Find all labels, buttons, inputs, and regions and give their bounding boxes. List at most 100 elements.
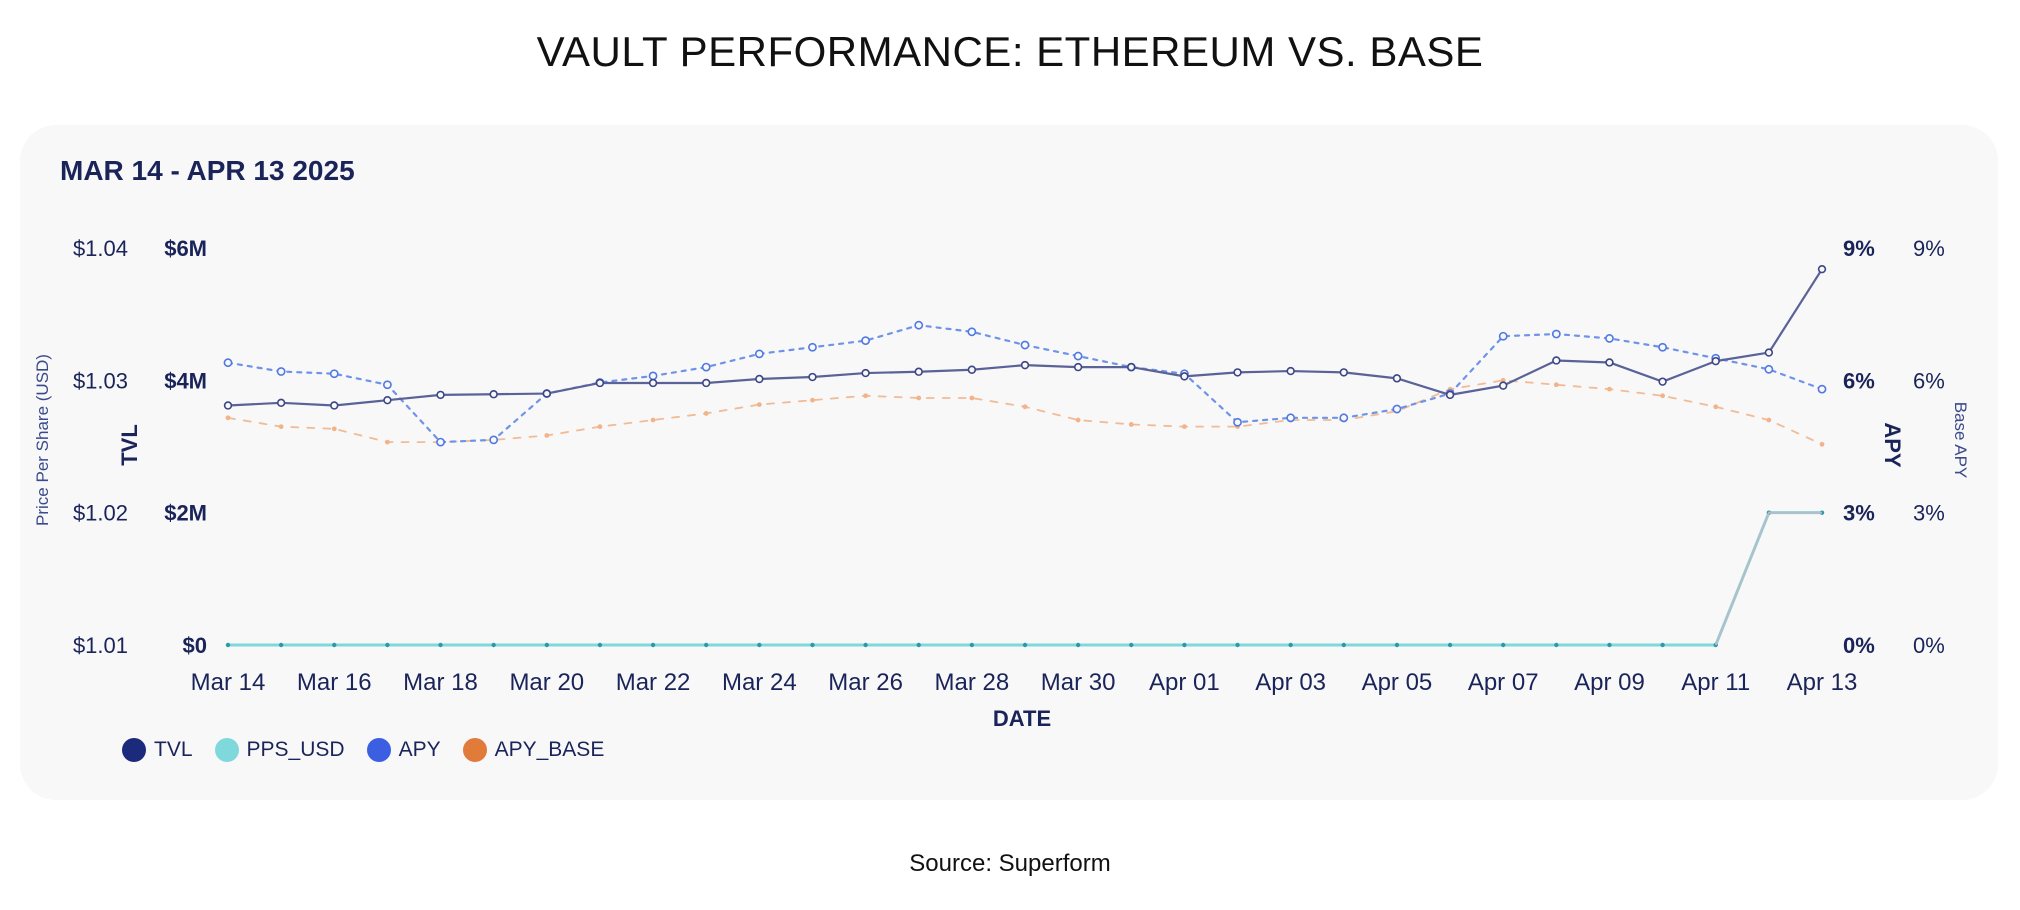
point-apy-base-8[interactable]	[650, 417, 656, 423]
point-apy-29[interactable]	[1764, 364, 1774, 374]
point-tvl-28[interactable]	[1711, 356, 1720, 366]
point-tvl-10[interactable]	[755, 374, 764, 384]
point-apy-4[interactable]	[436, 437, 445, 447]
point-apy-base-12[interactable]	[863, 393, 868, 399]
point-apy-base-30[interactable]	[1819, 441, 1825, 447]
point-tvl-19[interactable]	[1233, 368, 1242, 377]
legend-item-tvl[interactable]: TVL	[122, 738, 193, 762]
point-apy-19[interactable]	[1233, 417, 1242, 427]
point-pps-usd-10[interactable]	[757, 642, 762, 648]
point-apy-base-1[interactable]	[278, 424, 284, 430]
point-apy-base-28[interactable]	[1713, 404, 1719, 410]
point-apy-base-10[interactable]	[756, 402, 762, 407]
point-pps-usd-2[interactable]	[332, 642, 337, 648]
point-tvl-25[interactable]	[1552, 356, 1561, 365]
point-apy-11[interactable]	[808, 342, 817, 352]
point-pps-usd-5[interactable]	[491, 642, 496, 648]
point-pps-usd-14[interactable]	[969, 642, 975, 648]
point-pps-usd-25[interactable]	[1554, 642, 1559, 648]
point-pps-usd-7[interactable]	[597, 642, 603, 648]
point-tvl-1[interactable]	[276, 398, 286, 408]
point-tvl-16[interactable]	[1073, 362, 1083, 372]
point-tvl-26[interactable]	[1605, 358, 1614, 367]
point-apy-base-2[interactable]	[331, 426, 337, 432]
point-tvl-18[interactable]	[1180, 372, 1189, 381]
point-tvl-11[interactable]	[808, 372, 817, 382]
point-apy-base-15[interactable]	[1022, 404, 1028, 410]
point-tvl-5[interactable]	[489, 390, 498, 399]
point-tvl-29[interactable]	[1764, 348, 1774, 357]
point-apy-base-27[interactable]	[1660, 393, 1665, 399]
point-apy-0[interactable]	[223, 358, 233, 368]
point-apy-24[interactable]	[1498, 331, 1508, 341]
point-tvl-2[interactable]	[330, 401, 339, 410]
point-pps-usd-0[interactable]	[225, 642, 231, 648]
point-tvl-15[interactable]	[1020, 360, 1030, 370]
point-apy-base-0[interactable]	[225, 415, 231, 421]
point-pps-usd-8[interactable]	[650, 642, 656, 648]
point-pps-usd-1[interactable]	[278, 642, 284, 648]
point-pps-usd-23[interactable]	[1447, 642, 1453, 648]
point-pps-usd-3[interactable]	[385, 642, 390, 648]
point-apy-16[interactable]	[1073, 351, 1083, 361]
point-apy-base-3[interactable]	[385, 439, 390, 445]
point-apy-20[interactable]	[1286, 413, 1296, 423]
point-pps-usd-6[interactable]	[544, 642, 549, 648]
point-pps-usd-9[interactable]	[704, 642, 709, 648]
point-pps-usd-21[interactable]	[1341, 642, 1347, 648]
point-tvl-6[interactable]	[542, 389, 551, 398]
point-tvl-30[interactable]	[1817, 264, 1827, 274]
point-apy-8[interactable]	[648, 371, 658, 381]
point-pps-usd-12[interactable]	[863, 642, 868, 648]
point-apy-9[interactable]	[701, 362, 711, 372]
point-tvl-21[interactable]	[1339, 368, 1349, 377]
point-apy-30[interactable]	[1817, 384, 1827, 394]
point-apy-base-24[interactable]	[1500, 377, 1506, 383]
point-apy-base-18[interactable]	[1182, 424, 1187, 430]
point-apy-14[interactable]	[967, 327, 977, 337]
point-pps-usd-26[interactable]	[1607, 642, 1612, 648]
point-pps-usd-18[interactable]	[1182, 642, 1187, 648]
point-tvl-14[interactable]	[967, 365, 977, 374]
point-tvl-0[interactable]	[223, 401, 233, 410]
point-tvl-17[interactable]	[1127, 362, 1136, 372]
point-tvl-4[interactable]	[436, 390, 445, 400]
point-tvl-22[interactable]	[1392, 374, 1402, 383]
point-apy-base-26[interactable]	[1607, 386, 1612, 392]
point-apy-22[interactable]	[1392, 404, 1402, 414]
point-tvl-23[interactable]	[1445, 390, 1455, 400]
point-pps-usd-17[interactable]	[1129, 642, 1134, 648]
point-apy-base-13[interactable]	[916, 395, 922, 401]
point-tvl-24[interactable]	[1498, 381, 1508, 390]
point-apy-3[interactable]	[382, 380, 392, 390]
point-pps-usd-24[interactable]	[1501, 642, 1506, 648]
point-pps-usd-19[interactable]	[1235, 642, 1240, 648]
point-tvl-9[interactable]	[701, 378, 711, 388]
point-pps-usd-13[interactable]	[916, 642, 921, 648]
point-tvl-27[interactable]	[1658, 377, 1667, 386]
point-pps-usd-11[interactable]	[810, 642, 815, 648]
point-pps-usd-20[interactable]	[1288, 642, 1293, 648]
point-pps-usd-16[interactable]	[1075, 642, 1081, 648]
point-apy-2[interactable]	[329, 369, 339, 379]
point-apy-27[interactable]	[1658, 342, 1667, 352]
point-apy-base-14[interactable]	[969, 395, 975, 401]
point-apy-15[interactable]	[1020, 340, 1030, 350]
point-tvl-7[interactable]	[595, 378, 605, 388]
point-apy-base-16[interactable]	[1075, 417, 1081, 423]
point-apy-base-25[interactable]	[1553, 382, 1559, 388]
legend-item-apy-base[interactable]: APY_BASE	[462, 738, 604, 762]
legend-item-pps[interactable]: PPS_USD	[214, 738, 345, 762]
point-apy-21[interactable]	[1339, 413, 1349, 423]
point-apy-base-9[interactable]	[703, 411, 709, 416]
point-apy-10[interactable]	[754, 349, 764, 359]
point-apy-base-11[interactable]	[810, 397, 815, 403]
point-apy-12[interactable]	[861, 336, 870, 346]
point-tvl-13[interactable]	[914, 367, 923, 376]
point-pps-usd-15[interactable]	[1022, 642, 1028, 648]
legend-item-apy[interactable]: APY	[366, 738, 441, 762]
point-pps-usd-4[interactable]	[438, 642, 443, 648]
point-pps-usd-22[interactable]	[1394, 642, 1400, 648]
point-apy-25[interactable]	[1551, 329, 1561, 339]
point-apy-base-7[interactable]	[597, 424, 603, 430]
